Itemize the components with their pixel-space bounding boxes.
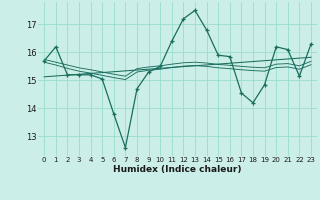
X-axis label: Humidex (Indice chaleur): Humidex (Indice chaleur)	[113, 165, 242, 174]
